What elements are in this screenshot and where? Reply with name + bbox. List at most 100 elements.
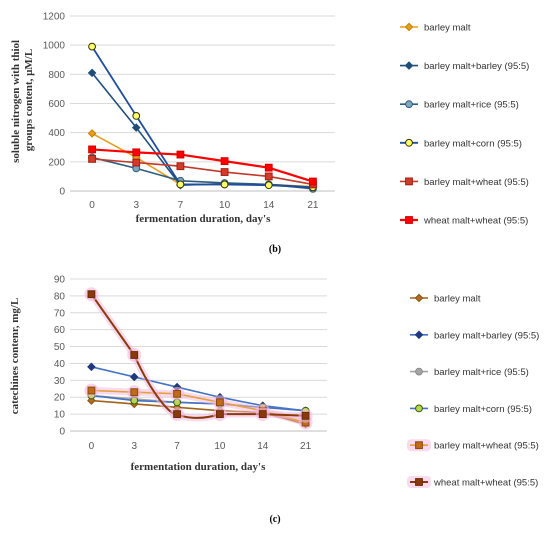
chart-c-x-tick-label: 10 <box>214 441 226 452</box>
chart-c-legend-item-3: barley malt+corn (95:5) <box>410 404 532 415</box>
chart-b-legend-label-2: barley malt+rice (95:5) <box>424 100 519 111</box>
chart-b-series-5-point-0 <box>88 145 96 154</box>
chart-b-x-tick-label: 0 <box>89 200 95 211</box>
chart-c-series-4 <box>84 383 313 430</box>
chart-b-x-tick-label: 14 <box>263 200 275 211</box>
chart-c-legend-item-1: barley malt+barley (95:5) <box>410 330 539 341</box>
chart-c-y-tick-label: 0 <box>59 427 65 438</box>
chart-c-x-axis-label: fermentation duration, day's <box>131 461 266 473</box>
chart-c-series-5-point-5 <box>301 411 310 420</box>
chart-c-series-4-point-1 <box>130 388 139 397</box>
chart-b-y-tick-label: 400 <box>48 128 65 139</box>
chart-c-series <box>84 287 313 430</box>
chart-c-legend-marker-1 <box>414 330 424 340</box>
chart-c-legend-marker-4 <box>415 441 423 450</box>
chart-c-y-tick-label: 30 <box>54 376 66 387</box>
chart-c-y-tick-label: 90 <box>54 275 66 286</box>
chart-b-legend: barley malt barley malt+barley (95:5) barl… <box>400 23 529 227</box>
chart-b-legend-marker-5 <box>405 216 413 224</box>
chart-c-legend-label-1: barley malt+barley (95:5) <box>434 330 539 341</box>
chart-b-series-5-point-2 <box>176 150 185 159</box>
chart-c-x-tick-label: 0 <box>89 441 95 452</box>
chart-c-series-5-point-3 <box>216 410 224 419</box>
chart-c-y-axis-label: catechines contenr, mg/L <box>9 298 21 415</box>
chart-b-y-tick-label: 200 <box>48 157 65 168</box>
chart-c-series-1-point-0 <box>87 362 96 372</box>
chart-b-legend-label-0: barley malt <box>424 23 471 34</box>
chart-c-series-4-point-0 <box>87 386 96 395</box>
chart-c-legend-marker-2 <box>415 367 423 376</box>
chart-b-y-tick-label: 0 <box>59 187 65 198</box>
chart-b-series-1-point-1 <box>131 123 141 132</box>
chart-b-series-3-point-1 <box>132 111 141 120</box>
chart-b-series-5 <box>88 145 317 186</box>
chart-b-gridlines <box>70 15 335 192</box>
chart-c-x-tick-label: 3 <box>131 441 137 452</box>
chart-b-series-3-point-0 <box>88 42 96 51</box>
chart-b-legend-marker-4 <box>405 177 413 186</box>
chart-b-legend-marker-3 <box>405 138 413 147</box>
chart-b-legend-item-3: barley malt+corn (95:5) <box>400 138 522 149</box>
chart-b-legend-item-0: barley malt <box>400 23 471 34</box>
chart-panel-c: 0 10 20 30 40 50 60 70 80 90 0 3 7 10 14 21 catechines… <box>9 275 539 526</box>
chart-b-series-4-point-4 <box>264 172 273 181</box>
chart-c-x-tick-label: 14 <box>257 441 269 452</box>
chart-c-series-1-point-1 <box>129 372 139 382</box>
chart-c-series-0-point-0 <box>87 396 96 405</box>
chart-c-legend-marker-3 <box>415 404 423 413</box>
chart-b-y-axis-label-line-2: groups content, µM/L <box>23 49 35 151</box>
chart-b-series-5-point-5 <box>309 177 317 186</box>
chart-b-series-4-point-1 <box>132 158 141 167</box>
chart-b-series-3-point-3 <box>220 180 229 189</box>
chart-b-legend-label-3: barley malt+corn (95:5) <box>424 138 522 149</box>
chart-panel-b: 0 200 400 600 800 1000 1200 0 3 7 10 14 21 soluble … <box>10 12 529 256</box>
chart-b-x-axis-label: fermentation duration, day's <box>136 213 271 225</box>
chart-c-legend-label-0: barley malt <box>434 294 481 305</box>
chart-b-legend-marker-1 <box>404 61 414 70</box>
chart-c-legend-label-2: barley malt+rice (95:5) <box>434 367 529 378</box>
chart-c-x-tick-label: 7 <box>174 441 180 452</box>
chart-b-legend-label-5: wheat malt+wheat (95:5) <box>423 216 528 227</box>
chart-c-legend-item-2: barley malt+rice (95:5) <box>410 367 529 378</box>
chart-c-panel-label: (c) <box>269 514 280 525</box>
chart-c-series-1-line <box>91 366 306 412</box>
chart-b-legend-label-1: barley malt+barley (95:5) <box>424 61 529 72</box>
chart-c-x-tick-labels: 0 3 7 10 14 21 <box>89 441 312 452</box>
chart-b-series-4-point-2 <box>176 162 185 171</box>
chart-c-series-4-point-3 <box>216 398 224 407</box>
chart-c-legend-marker-5 <box>415 478 423 486</box>
chart-b-series-3-line <box>91 46 313 189</box>
chart-c-legend-marker-0 <box>414 293 424 303</box>
chart-b-series-4-line <box>92 158 314 186</box>
chart-c-y-tick-label: 20 <box>54 393 66 404</box>
chart-c-legend-item-4: barley malt+wheat (95:5) <box>407 439 539 452</box>
chart-b-x-tick-label: 3 <box>133 200 139 211</box>
chart-b-y-tick-labels: 0 200 400 600 800 1000 1200 <box>43 12 66 198</box>
chart-c-y-tick-label: 10 <box>54 410 66 421</box>
chart-c-y-tick-label: 50 <box>54 342 66 353</box>
chart-b-series-4-point-0 <box>88 155 96 163</box>
chart-c-legend-label-4: barley malt+wheat (95:5) <box>434 441 539 452</box>
chart-c-series-5-point-2 <box>173 410 181 419</box>
chart-b-legend-label-4: barley malt+wheat (95:5) <box>424 177 529 188</box>
chart-c-legend-item-5: wheat malt+wheat (95:5) <box>407 476 538 489</box>
chart-c-legend-label-3: barley malt+corn (95:5) <box>434 404 532 415</box>
chart-b-series-3-point-4 <box>264 181 273 190</box>
chart-c-series-5-point-0 <box>87 290 96 299</box>
chart-b-legend-item-2: barley malt+rice (95:5) <box>400 100 519 111</box>
chart-b-y-tick-label: 800 <box>48 70 65 81</box>
chart-b-legend-item-4: barley malt+wheat (95:5) <box>400 177 529 188</box>
chart-c-gridlines <box>70 278 327 432</box>
chart-c-legend-label-5: wheat malt+wheat (95:5) <box>433 478 538 489</box>
chart-b-series-0-point-0 <box>87 129 97 138</box>
chart-b-panel-label: (b) <box>269 244 281 255</box>
chart-c-series-3-line <box>91 394 306 412</box>
chart-c-y-tick-label: 80 <box>54 291 66 302</box>
chart-c-y-tick-labels: 0 10 20 30 40 50 60 70 80 90 <box>54 275 66 438</box>
chart-b-x-tick-label: 10 <box>219 200 231 211</box>
chart-b-y-tick-label: 1000 <box>43 41 66 52</box>
chart-c-legend: barley malt barley malt+barley (95:5) barl… <box>407 294 539 489</box>
chart-b-series-4-point-3 <box>220 168 229 176</box>
chart-b-series-5-point-4 <box>264 163 273 172</box>
